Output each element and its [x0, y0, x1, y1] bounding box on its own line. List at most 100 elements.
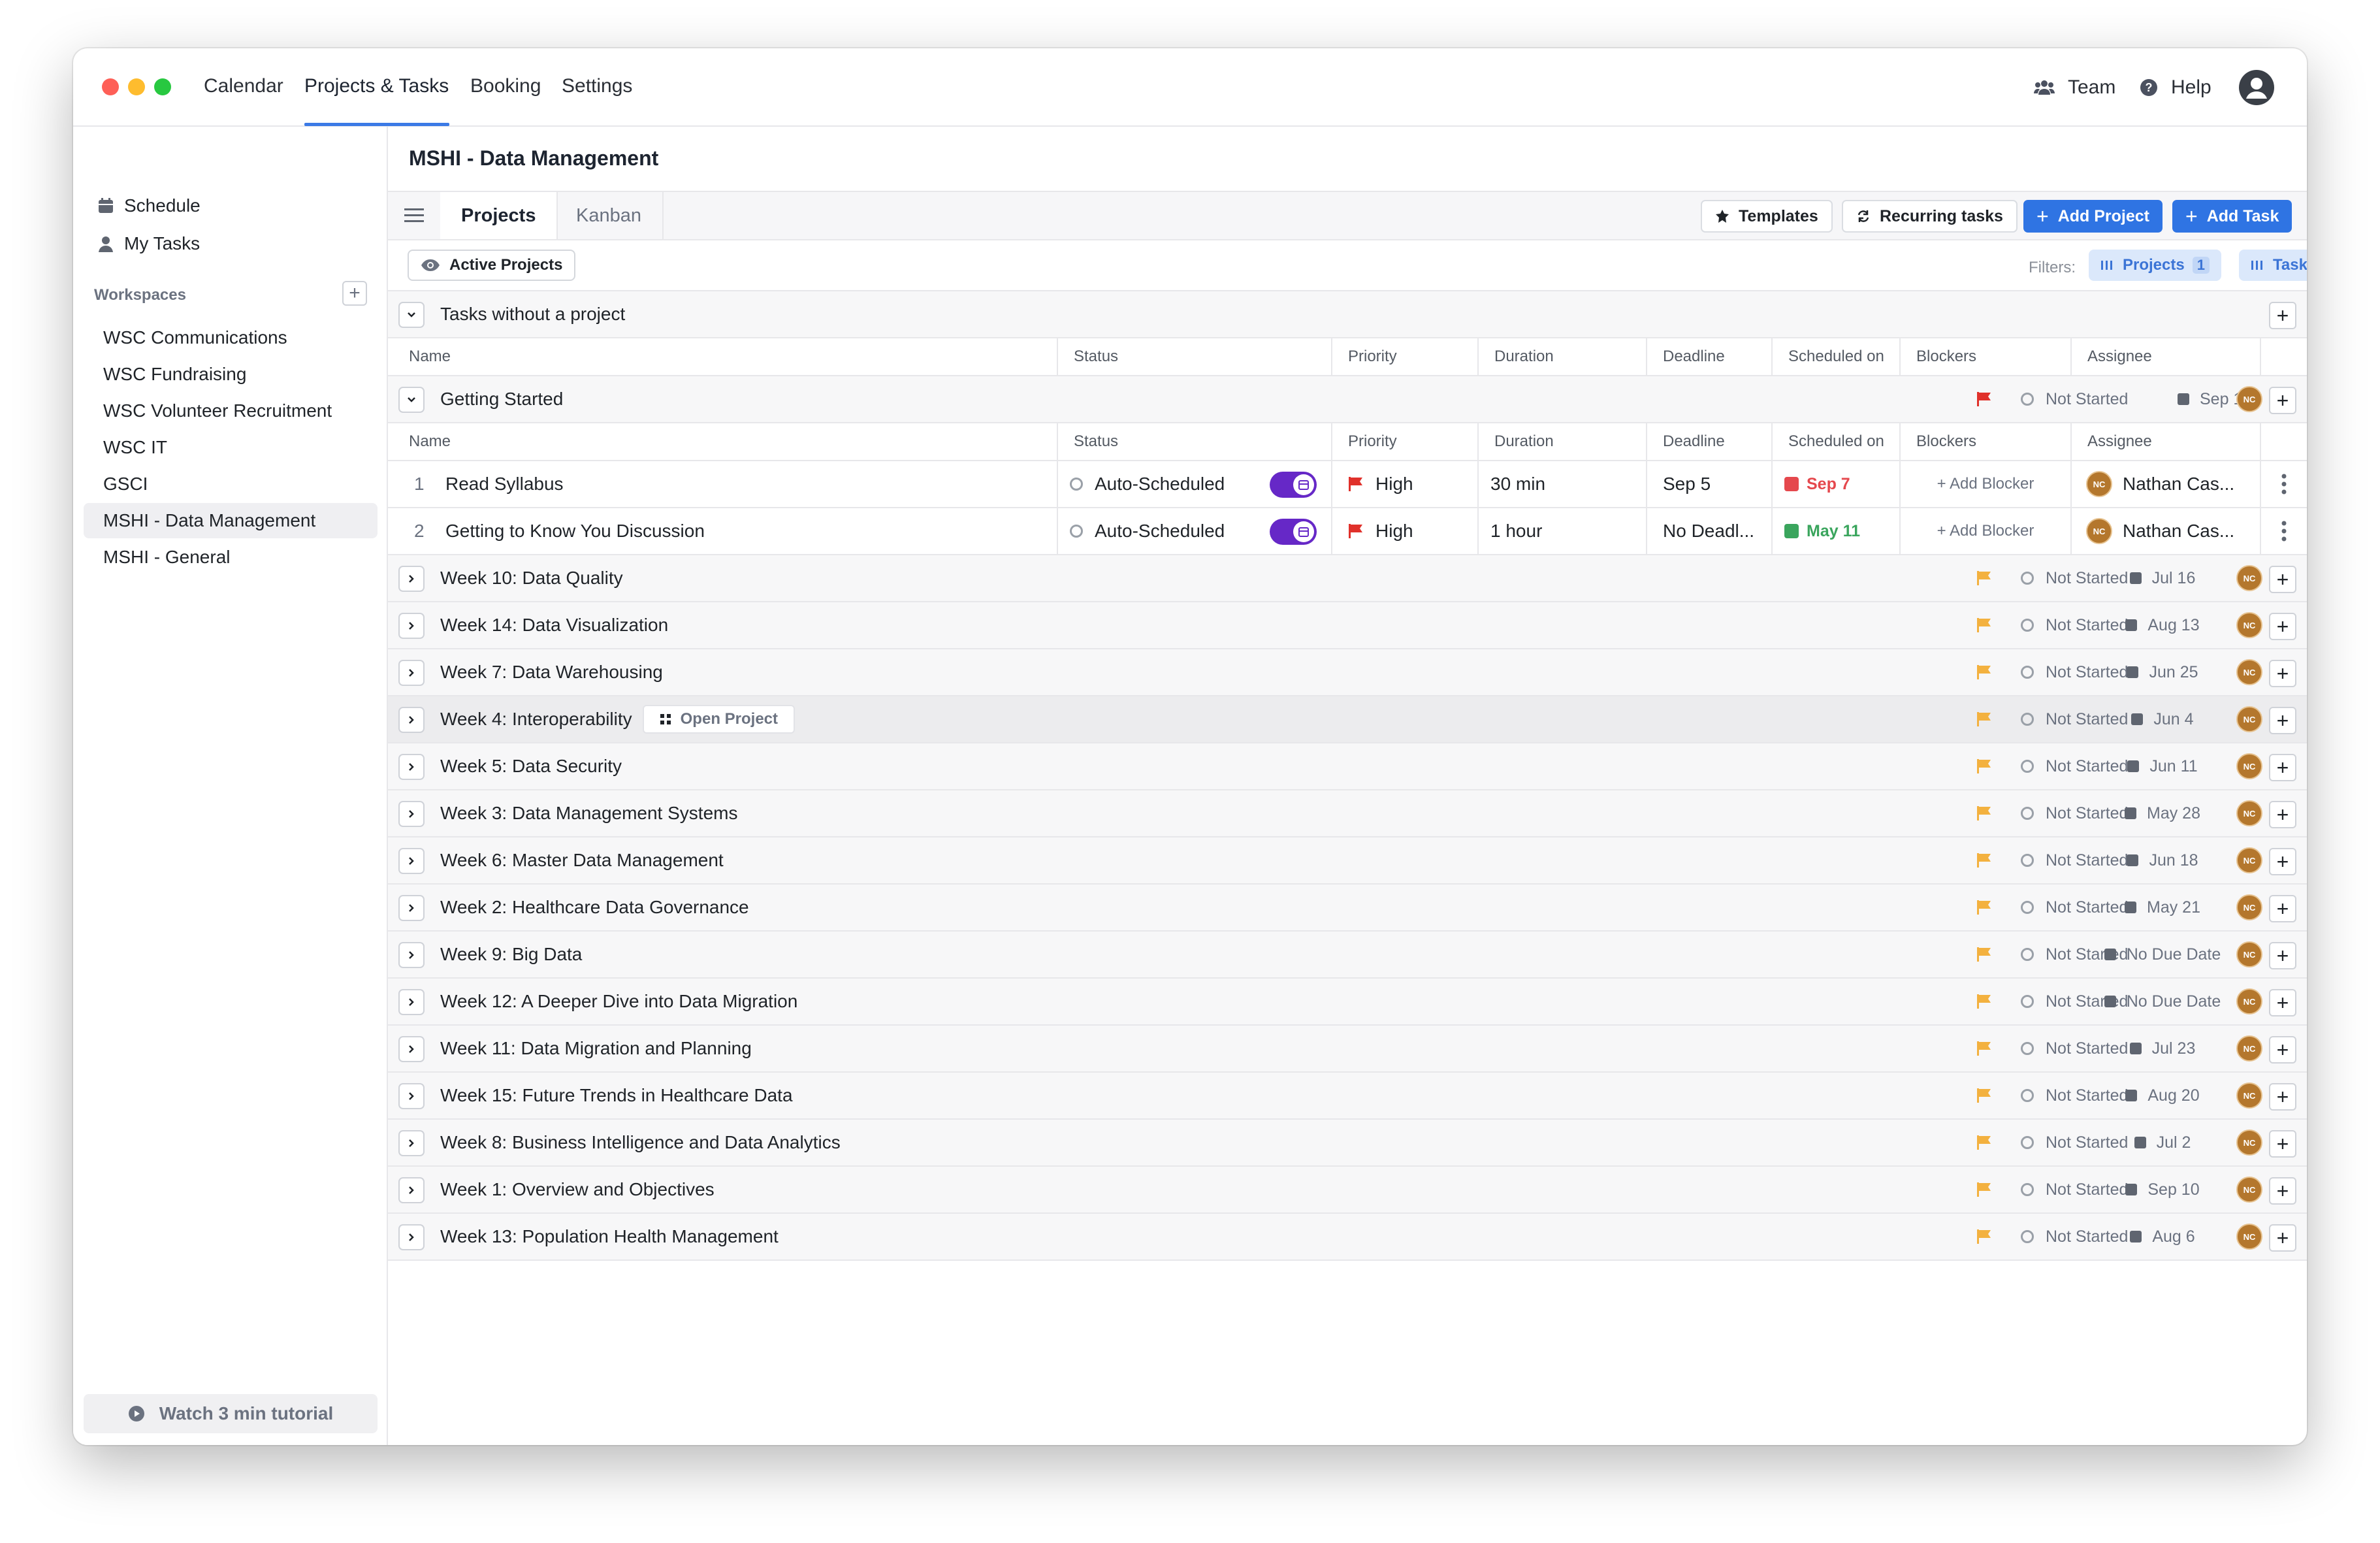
add-task-to-project-button[interactable]: + — [2269, 707, 2296, 734]
auto-schedule-toggle[interactable] — [1270, 472, 1317, 498]
project-due-date[interactable]: Jul 2 — [2087, 1120, 2238, 1165]
column-priority[interactable]: Priority — [1332, 423, 1479, 460]
sidebar-item-wsc-fundraising[interactable]: WSC Fundraising — [103, 364, 247, 384]
project-name-cell[interactable]: Week 5: Data Security — [440, 743, 622, 789]
expand-project-button[interactable] — [398, 1036, 425, 1062]
project-row[interactable]: Week 3: Data Management Systems Not Star… — [388, 790, 2307, 837]
project-row[interactable]: Week 10: Data Quality Not Started Jul 16… — [388, 555, 2307, 602]
assignee-avatar[interactable]: NC — [2236, 1214, 2262, 1259]
nav-projects-tasks[interactable]: Projects & Tasks — [304, 75, 449, 97]
sidebar-item-wsc-volunteer-recruitment[interactable]: WSC Volunteer Recruitment — [103, 400, 332, 421]
task-blockers-cell[interactable]: + Add Blocker — [1901, 508, 2072, 554]
add-task-to-project-button[interactable]: + — [2269, 989, 2296, 1016]
project-status[interactable]: Not Started — [2021, 885, 2128, 930]
project-due-date[interactable]: May 21 — [2087, 885, 2238, 930]
add-task-to-project-button[interactable]: + — [2269, 1083, 2296, 1111]
collapse-group-button[interactable] — [398, 387, 425, 413]
project-row[interactable]: Week 6: Master Data Management Not Start… — [388, 837, 2307, 885]
column-deadline[interactable]: Deadline — [1647, 423, 1773, 460]
add-task-to-project-button[interactable]: + — [2269, 895, 2296, 922]
project-status[interactable]: Not Started — [2021, 555, 2128, 601]
open-project-button[interactable]: Open Project — [642, 705, 796, 734]
project-due-date[interactable]: Aug 6 — [2087, 1214, 2238, 1259]
project-name-cell[interactable]: Week 15: Future Trends in Healthcare Dat… — [440, 1073, 793, 1118]
project-due-date[interactable]: Jun 25 — [2087, 649, 2238, 695]
watch-tutorial-button[interactable]: Watch 3 min tutorial — [84, 1394, 378, 1433]
close-window-button[interactable] — [102, 78, 119, 95]
nav-calendar[interactable]: Calendar — [204, 75, 283, 97]
assignee-avatar[interactable]: NC — [2236, 790, 2262, 836]
priority-flag[interactable] — [1976, 555, 1992, 601]
projects-filter-chip[interactable]: Projects 1 — [2089, 250, 2221, 281]
assignee-avatar[interactable]: NC — [2236, 1073, 2262, 1118]
project-name-cell[interactable]: Week 13: Population Health Management — [440, 1214, 779, 1259]
task-status-cell[interactable]: Auto-Scheduled — [1058, 461, 1332, 507]
column-scheduled-on[interactable]: Scheduled on — [1773, 338, 1901, 375]
project-due-date[interactable]: Jun 18 — [2087, 837, 2238, 883]
task-name-cell[interactable]: 2 Getting to Know You Discussion — [388, 508, 1058, 554]
project-due-date[interactable]: No Due Date — [2087, 979, 2238, 1024]
expand-project-button[interactable] — [398, 660, 425, 686]
collapse-group-button[interactable] — [398, 302, 425, 328]
project-status[interactable]: Not Started — [2021, 602, 2128, 648]
project-status[interactable]: Not Started — [2021, 837, 2128, 883]
expand-project-button[interactable] — [398, 801, 425, 827]
column-scheduled-on[interactable]: Scheduled on — [1773, 423, 1901, 460]
column-deadline[interactable]: Deadline — [1647, 338, 1773, 375]
tab-projects[interactable]: Projects — [440, 192, 558, 239]
add-blocker-link[interactable]: + Add Blocker — [1937, 475, 2034, 493]
project-status[interactable]: Not Started — [2021, 1214, 2128, 1259]
assignee-avatar[interactable]: NC — [2236, 649, 2262, 695]
team-button[interactable]: Team — [2034, 48, 2115, 127]
project-status[interactable]: Not Started — [2021, 743, 2128, 789]
add-task-to-project-button[interactable]: + — [2269, 1177, 2296, 1205]
project-name-cell[interactable]: Week 11: Data Migration and Planning — [440, 1026, 752, 1071]
project-name-cell[interactable]: Week 10: Data Quality — [440, 555, 623, 601]
sidebar-item-gsci[interactable]: GSCI — [103, 474, 148, 494]
project-name-cell[interactable]: Week 12: A Deeper Dive into Data Migrati… — [440, 979, 797, 1024]
priority-flag[interactable] — [1976, 1167, 1992, 1212]
assignee-avatar[interactable]: NC — [2236, 602, 2262, 648]
column-name[interactable]: Name — [388, 338, 1058, 375]
priority-flag[interactable] — [1976, 837, 1992, 883]
priority-flag[interactable] — [1976, 1073, 1992, 1118]
assignee-avatar[interactable]: NC — [2236, 837, 2262, 883]
project-row[interactable]: Week 7: Data Warehousing Not Started Jun… — [388, 649, 2307, 696]
expand-project-button[interactable] — [398, 707, 425, 733]
column-priority[interactable]: Priority — [1332, 338, 1479, 375]
column-assignee[interactable]: Assignee — [2072, 338, 2261, 375]
add-task-to-project-button[interactable]: + — [2269, 1130, 2296, 1158]
project-row[interactable]: Week 2: Healthcare Data Governance Not S… — [388, 885, 2307, 932]
project-status[interactable]: Not Started — [2021, 649, 2128, 695]
project-name-cell[interactable]: Week 2: Healthcare Data Governance — [440, 885, 749, 930]
add-task-to-project-button[interactable]: + — [2269, 1224, 2296, 1252]
task-scheduled-cell[interactable]: May 11 — [1773, 508, 1901, 554]
group-tasks-without-project[interactable]: Tasks without a project + — [388, 291, 2307, 338]
assignee-avatar[interactable]: NC — [2236, 696, 2262, 742]
task-more-button[interactable] — [2261, 461, 2307, 507]
project-status[interactable]: Not Started — [2021, 1120, 2128, 1165]
templates-button[interactable]: Templates — [1701, 200, 1833, 233]
recurring-tasks-button[interactable]: Recurring tasks — [1842, 200, 2018, 233]
expand-project-button[interactable] — [398, 1083, 425, 1109]
project-due-date[interactable]: Jun 11 — [2087, 743, 2238, 789]
task-status-cell[interactable]: Auto-Scheduled — [1058, 508, 1332, 554]
project-due-date[interactable]: May 28 — [2087, 790, 2238, 836]
task-blockers-cell[interactable]: + Add Blocker — [1901, 461, 2072, 507]
project-due-date[interactable]: Sep 10 — [2087, 1167, 2238, 1212]
task-scheduled-cell[interactable]: Sep 7 — [1773, 461, 1901, 507]
add-task-to-project-button[interactable]: + — [2269, 754, 2296, 781]
project-row[interactable]: Week 5: Data Security Not Started Jun 11… — [388, 743, 2307, 790]
project-due-date[interactable]: Jul 16 — [2087, 555, 2238, 601]
task-more-button[interactable] — [2261, 508, 2307, 554]
column-duration[interactable]: Duration — [1479, 338, 1647, 375]
column-status[interactable]: Status — [1058, 338, 1332, 375]
expand-project-button[interactable] — [398, 942, 425, 968]
column-blockers[interactable]: Blockers — [1901, 338, 2072, 375]
sidebar-item-schedule[interactable]: Schedule — [84, 188, 378, 223]
add-task-to-project-button[interactable]: + — [2269, 942, 2296, 969]
expand-project-button[interactable] — [398, 613, 425, 639]
add-task-to-project-button[interactable]: + — [2269, 848, 2296, 875]
priority-flag[interactable] — [1976, 743, 1992, 789]
project-row[interactable]: Week 1: Overview and Objectives Not Star… — [388, 1167, 2307, 1214]
